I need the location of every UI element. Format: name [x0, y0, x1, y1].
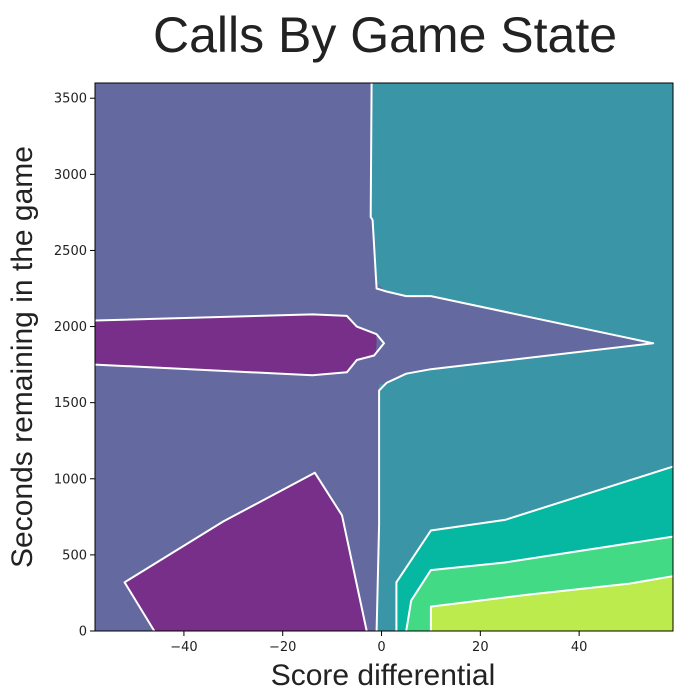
y-tick-label: 2000 — [54, 320, 87, 335]
y-tick-label: 500 — [62, 548, 87, 563]
x-axis-label: Score differential — [271, 659, 496, 692]
x-tick-label: 0 — [377, 640, 385, 655]
x-tick-label: −40 — [170, 640, 197, 655]
x-axis: −40 −20 0 20 40 — [170, 631, 587, 655]
y-tick-label: 1500 — [54, 396, 87, 411]
chart-title: Calls By Game State — [153, 7, 617, 63]
y-tick-label: 3500 — [54, 92, 87, 107]
plot-area — [95, 83, 673, 631]
y-axis: 0 500 1000 1500 2000 2500 3000 3500 — [54, 92, 95, 640]
x-tick-label: −20 — [269, 640, 296, 655]
x-tick-label: 20 — [472, 640, 489, 655]
y-tick-label: 2500 — [54, 244, 87, 259]
y-tick-label: 0 — [79, 625, 87, 640]
y-axis-label: Seconds remaining in the game — [6, 146, 39, 568]
y-tick-label: 1000 — [54, 472, 87, 487]
x-tick-label: 40 — [571, 640, 588, 655]
y-tick-label: 3000 — [54, 168, 87, 183]
